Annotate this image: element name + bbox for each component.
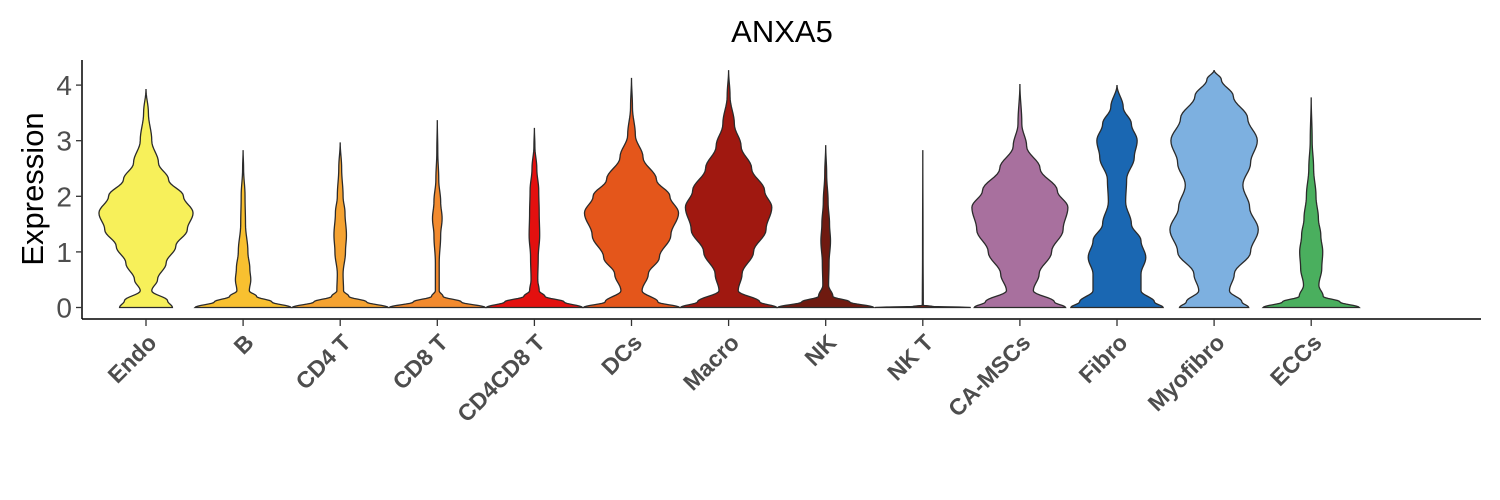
violin-cd4-t bbox=[290, 142, 390, 309]
x-tick-label: CD4 T bbox=[290, 329, 355, 394]
x-ticks: Endo B CD4 T CD8 T CD4CD8 T DCs Macro NK NK T CA-… bbox=[102, 319, 1327, 427]
violin-b bbox=[193, 150, 293, 309]
violin-macro bbox=[679, 70, 779, 309]
y-axis-label: Expression bbox=[15, 112, 50, 265]
violin-nk bbox=[775, 145, 876, 309]
violin-myofibro bbox=[1169, 69, 1259, 309]
y-tick-label: 2 bbox=[56, 181, 72, 212]
x-tick-label: Myofibro bbox=[1143, 329, 1230, 416]
violin-cd8-t bbox=[387, 120, 488, 309]
violin-dcs bbox=[581, 77, 682, 309]
x-tick-label: NK T bbox=[882, 329, 938, 385]
x-tick-label: ECCs bbox=[1265, 329, 1327, 391]
violin-ca-mscs bbox=[971, 83, 1069, 309]
x-tick-label: Fibro bbox=[1073, 329, 1132, 388]
x-tick-label: CA-MSCs bbox=[943, 329, 1035, 421]
y-tick-label: 3 bbox=[56, 126, 72, 157]
violin-endo bbox=[98, 88, 194, 309]
y-tick-label: 1 bbox=[56, 237, 72, 268]
x-tick-label: NK bbox=[799, 329, 841, 371]
y-ticks: 0 1 2 3 4 bbox=[56, 70, 82, 324]
x-tick-label: CD8 T bbox=[387, 329, 452, 394]
violin-group bbox=[98, 69, 1361, 309]
x-tick-label: Macro bbox=[678, 329, 744, 395]
violin-cd4cd8-t bbox=[484, 127, 584, 309]
y-tick-label: 4 bbox=[56, 70, 72, 101]
chart-title: ANXA5 bbox=[731, 14, 833, 49]
violin-fibro bbox=[1069, 85, 1165, 309]
y-tick-label: 0 bbox=[56, 293, 72, 324]
x-tick-label: CD4CD8 T bbox=[452, 329, 550, 427]
violin-eccs bbox=[1261, 97, 1361, 309]
x-tick-label: Endo bbox=[102, 329, 161, 388]
x-tick-label: DCs bbox=[596, 329, 647, 380]
violin-nk-t bbox=[874, 150, 971, 309]
x-tick-label: B bbox=[228, 329, 258, 359]
